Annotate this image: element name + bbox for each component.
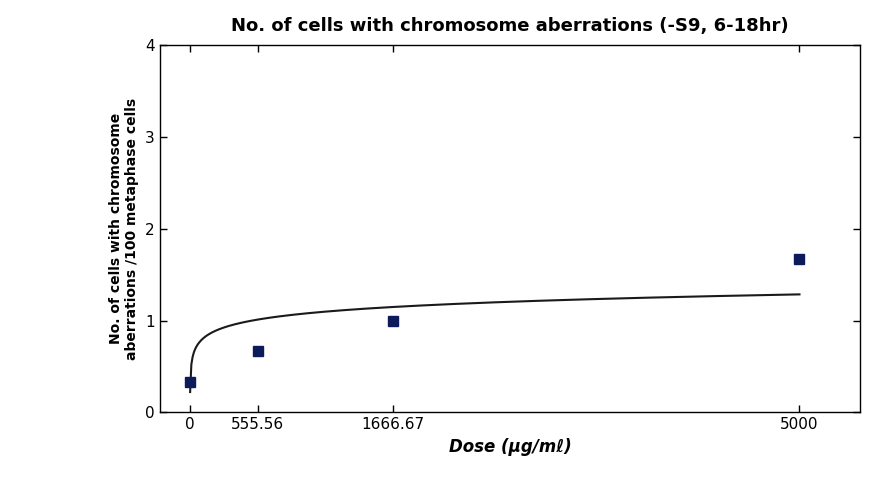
Title: No. of cells with chromosome aberrations (-S9, 6-18hr): No. of cells with chromosome aberrations… bbox=[231, 18, 788, 35]
Y-axis label: No. of cells with chromosome
aberrations /100 metaphase cells: No. of cells with chromosome aberrations… bbox=[109, 98, 139, 360]
X-axis label: Dose (μg/mℓ): Dose (μg/mℓ) bbox=[448, 438, 571, 456]
